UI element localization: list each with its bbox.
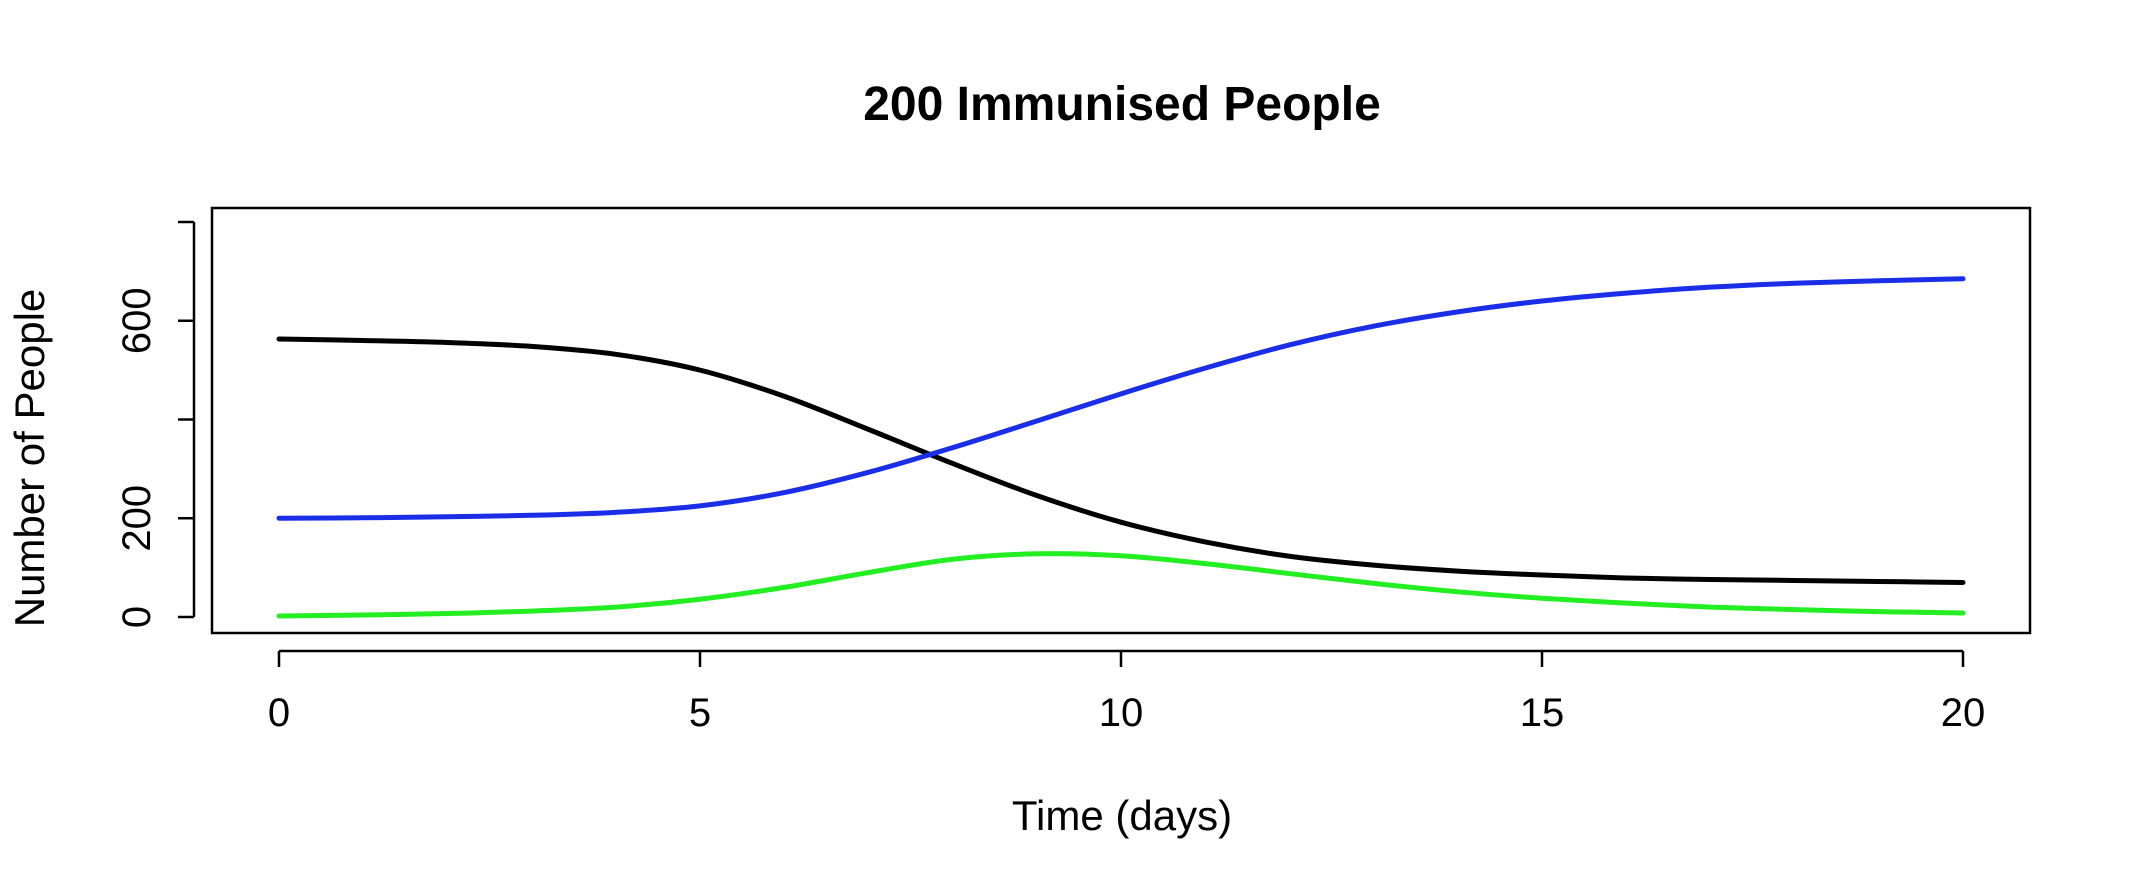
series-line-2	[276, 276, 1966, 521]
y-axis-label: Number of People	[6, 289, 53, 628]
series-line-1	[276, 336, 1966, 585]
x-tick-label: 20	[1941, 691, 1986, 735]
plot-frame	[210, 206, 2032, 635]
chart-title: 200 Immunised People	[863, 78, 1381, 131]
y-tick-label: 200	[115, 485, 159, 552]
series-layer	[276, 276, 1966, 619]
y-axis: 0 200 600	[115, 220, 196, 628]
x-axis-label: Time (days)	[1012, 792, 1232, 839]
x-tick-label: 10	[1099, 691, 1144, 735]
x-tick-label: 5	[689, 691, 711, 735]
y-tick-label: 600	[115, 287, 159, 354]
y-tick-label: 0	[115, 606, 159, 628]
series-line-3	[276, 551, 1966, 619]
x-tick-label: 15	[1520, 691, 1565, 735]
x-tick-label: 0	[268, 691, 290, 735]
x-axis: 0 5 10 15 20	[268, 649, 1986, 735]
